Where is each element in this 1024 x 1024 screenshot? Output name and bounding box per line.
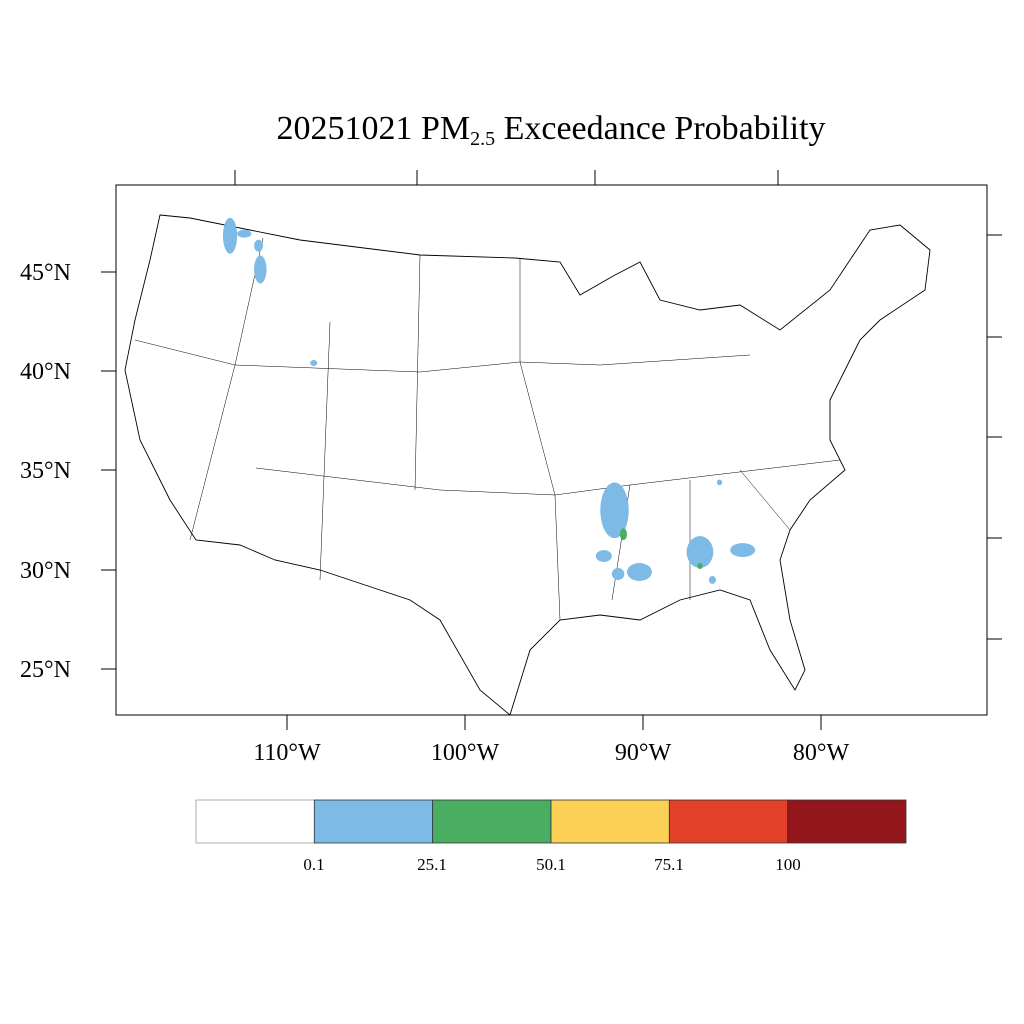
- exceedance-area: [708, 575, 716, 584]
- legend-swatch: [550, 799, 670, 844]
- exceedance-area: [600, 482, 629, 539]
- legend-labels: 0.1 25.1 50.1 75.1 100: [303, 855, 800, 874]
- legend-label: 25.1: [417, 855, 447, 874]
- lat-label: 40°N: [20, 359, 71, 385]
- exceedance-area: [222, 217, 238, 254]
- legend-label: 75.1: [654, 855, 684, 874]
- legend-label: 0.1: [303, 855, 324, 874]
- exceedance-area: [730, 543, 756, 558]
- exceedance-area: [595, 550, 612, 563]
- legend-swatch: [668, 799, 789, 844]
- exceedance-area: [619, 528, 627, 541]
- title-subscript: 2.5: [470, 128, 496, 150]
- legend-swatch: [432, 799, 552, 844]
- title-suffix: Exceedance Probability: [495, 110, 826, 147]
- lon-label: 90°W: [615, 740, 672, 766]
- lon-label: 100°W: [431, 740, 500, 766]
- legend-swatch: [195, 799, 315, 844]
- legend-swatch: [787, 799, 907, 844]
- lon-label: 110°W: [253, 740, 321, 766]
- legend-swatch: [313, 799, 434, 844]
- exceedance-area: [611, 568, 625, 580]
- exceedance-area: [310, 360, 318, 367]
- exceedance-areas: [222, 217, 756, 584]
- color-legend: [195, 799, 907, 844]
- lat-label: 45°N: [20, 260, 71, 286]
- lon-labels: 110°W 100°W 90°W 80°W: [253, 740, 849, 766]
- exceedance-area: [686, 536, 714, 569]
- exceedance-area: [697, 563, 703, 570]
- state-boundaries: [134, 237, 841, 621]
- lon-label: 80°W: [793, 740, 850, 766]
- legend-label: 50.1: [536, 855, 566, 874]
- exceedance-area: [254, 255, 267, 284]
- legend-label: 100: [775, 855, 801, 874]
- map-title: 20251021 PM2.5 Exceedance Probability: [0, 110, 1024, 151]
- lat-labels: 45°N 40°N 35°N 30°N 25°N: [20, 260, 71, 683]
- exceedance-area: [254, 239, 263, 252]
- axis-ticks: [101, 170, 1002, 730]
- lat-label: 25°N: [20, 657, 71, 683]
- lat-label: 30°N: [20, 558, 71, 584]
- exceedance-area: [237, 229, 252, 238]
- lat-label: 35°N: [20, 458, 71, 484]
- us-outline: [124, 214, 931, 716]
- map-frame: [101, 170, 1002, 730]
- title-text: 20251021 PM: [276, 110, 471, 147]
- exceedance-area: [716, 479, 723, 486]
- exceedance-area: [626, 563, 652, 581]
